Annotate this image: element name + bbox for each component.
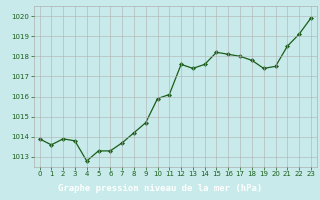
- Text: Graphe pression niveau de la mer (hPa): Graphe pression niveau de la mer (hPa): [58, 184, 262, 193]
